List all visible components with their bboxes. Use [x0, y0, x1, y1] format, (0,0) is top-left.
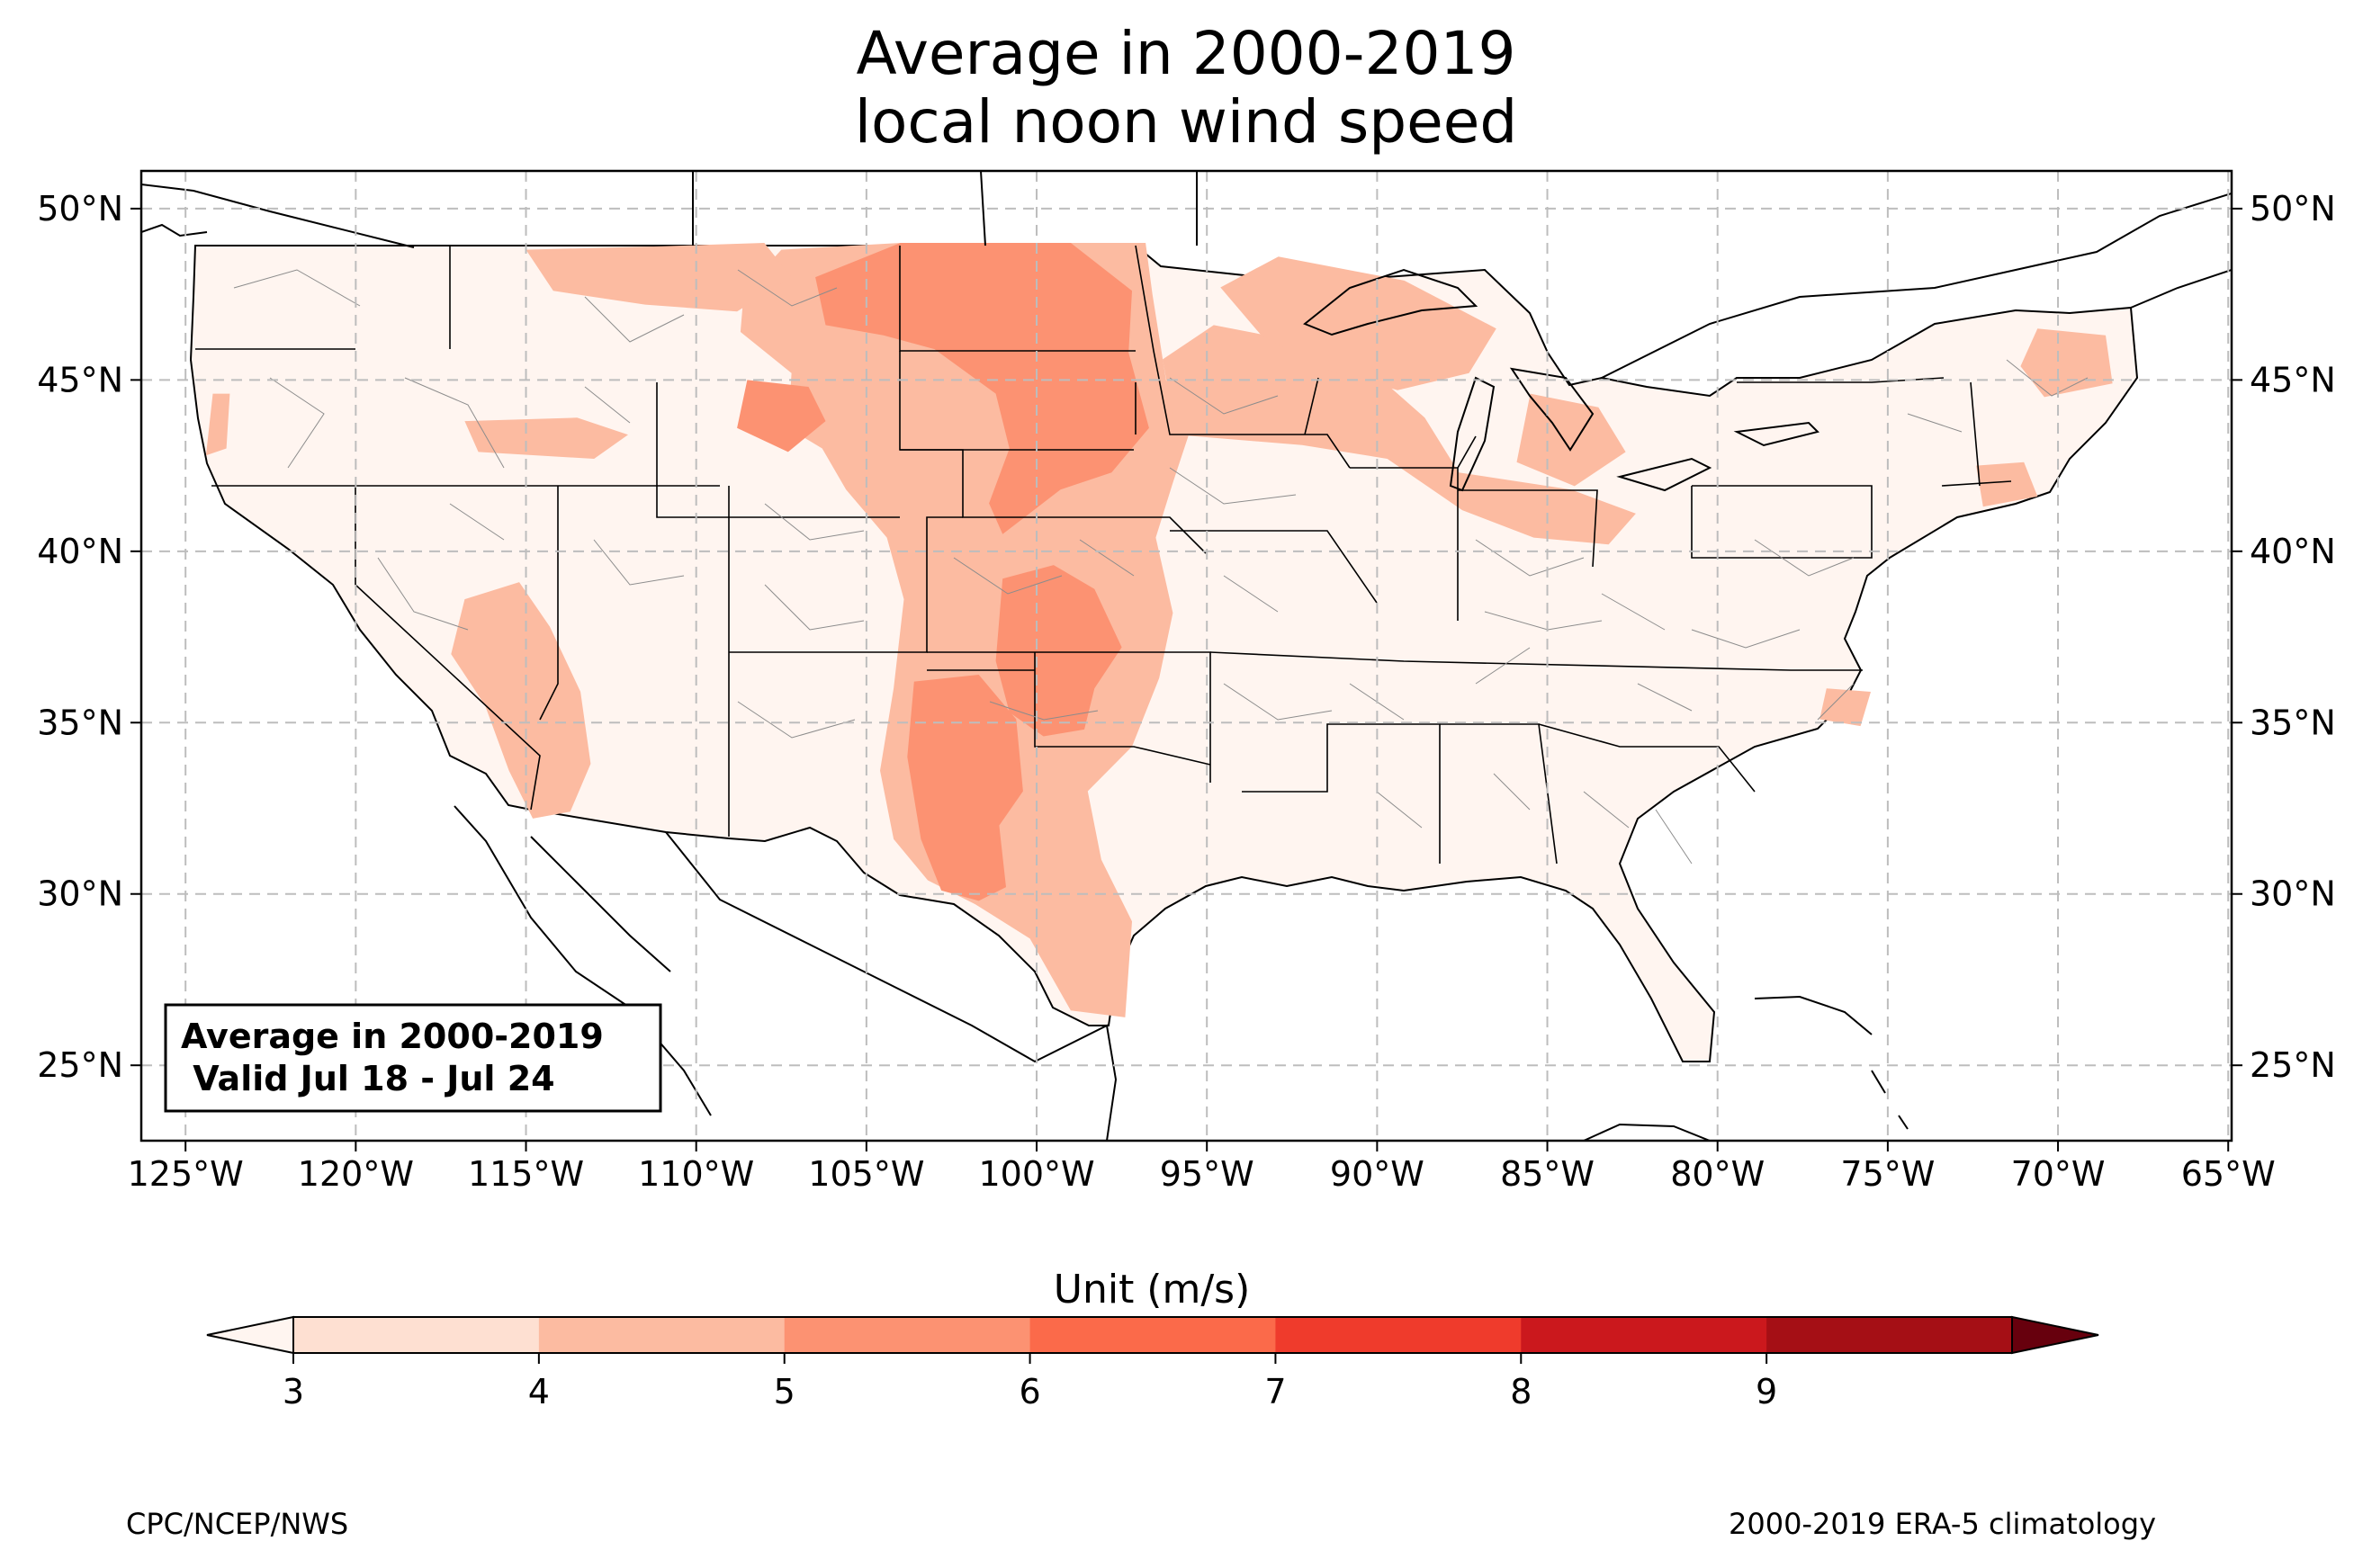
- lat-tick-label-left: 45°N: [37, 360, 123, 399]
- colorbar-swatch: [1766, 1317, 2013, 1353]
- lon-tick-label: 70°W: [2011, 1154, 2106, 1194]
- colorbar-swatch: [1521, 1317, 1767, 1353]
- nova-scotia: [2130, 269, 2232, 309]
- lon-tick-label: 120°W: [298, 1154, 414, 1194]
- lon-tick-label: 75°W: [1840, 1154, 1935, 1194]
- lon-tick-label: 105°W: [808, 1154, 924, 1194]
- title-line-2: local noon wind speed: [855, 87, 1518, 157]
- cuba: [1754, 995, 1873, 1035]
- yucatan-edge: [1583, 1123, 1711, 1141]
- colorbar-title: Unit (m/s): [1054, 1267, 1251, 1313]
- colorbar-tick-label: 8: [1510, 1372, 1532, 1411]
- lat-tick-label-left: 25°N: [37, 1045, 123, 1085]
- lon-tick-label: 95°W: [1160, 1154, 1254, 1194]
- lon-tick-label: 110°W: [638, 1154, 754, 1194]
- lat-tick-label-right: 25°N: [2250, 1045, 2336, 1085]
- wind-region-upper-midwest: [1220, 256, 1496, 390]
- map-gridlines: [141, 171, 2232, 1141]
- map-panel: 125°W 120°W 115°W 110°W 105°W 100°W 95°W 90°W 85…: [37, 169, 2336, 1194]
- colorbar-swatch: [1029, 1317, 1276, 1353]
- wind-region-wyoming-basin: [737, 380, 826, 452]
- colorbar-over-arrow: [2011, 1315, 2099, 1355]
- coastlines: [141, 171, 2232, 1141]
- lat-tick-label-right: 30°N: [2250, 874, 2336, 914]
- wind-region-southern-michigan: [1516, 393, 1626, 487]
- wind-region-carolina-coast: [1819, 688, 1871, 727]
- wind-region-west-coast-oregon: [205, 393, 230, 456]
- colorbar-tick-label: 9: [1756, 1372, 1777, 1411]
- lat-tick-label-left: 50°N: [37, 189, 123, 228]
- info-box-frame: [164, 1003, 662, 1113]
- lat-tick-label-right: 35°N: [2250, 703, 2336, 742]
- colorbar-swatches: 3 4 5 6 7 8 9: [206, 1315, 2099, 1411]
- canada-pacific-coast: [141, 223, 208, 237]
- baja-california: [454, 805, 712, 1116]
- lon-tick-label: 125°W: [128, 1154, 244, 1194]
- lat-tick-label-left: 40°N: [37, 532, 123, 571]
- map-axes: 125°W 120°W 115°W 110°W 105°W 100°W 95°W 90°W 85…: [37, 189, 2336, 1194]
- wind-region-central-plains: [995, 565, 1122, 737]
- colorbar: Unit (m/s) 3 4 5 6 7 8 9: [206, 1267, 2099, 1411]
- colorbar-under-arrow: [206, 1315, 294, 1355]
- lat-tick-label-left: 35°N: [37, 703, 123, 742]
- lat-tick-label-right: 50°N: [2250, 189, 2336, 228]
- colorbar-swatch: [293, 1317, 540, 1353]
- great-lakes-superior: [1303, 268, 1478, 336]
- colorbar-tick-label: 6: [1019, 1372, 1040, 1411]
- info-box-line-1: Average in 2000-2019: [181, 1017, 604, 1056]
- canada-border: [141, 184, 415, 248]
- wind-region-northern-great-plains: [815, 243, 1149, 534]
- mexico-mainland: [665, 831, 1118, 1141]
- footer-source-right: 2000-2019 ERA-5 climatology: [1729, 1507, 2156, 1541]
- map-frame: [139, 169, 2233, 1142]
- colorbar-tick-label: 4: [528, 1372, 550, 1411]
- lat-tick-label-right: 45°N: [2250, 360, 2336, 399]
- lon-tick-label: 65°W: [2181, 1154, 2276, 1194]
- wind-region-southwest-desert: [451, 582, 591, 819]
- colorbar-swatch: [538, 1317, 786, 1353]
- colorbar-tick-label: 3: [283, 1372, 304, 1411]
- lon-tick-label: 80°W: [1670, 1154, 1765, 1194]
- lon-tick-label: 100°W: [978, 1154, 1094, 1194]
- division-lines: [233, 269, 2089, 865]
- lon-tick-label: 85°W: [1500, 1154, 1595, 1194]
- hudson-border-line: [692, 171, 1198, 246]
- wind-region-new-england-coast: [1976, 461, 2038, 507]
- colorbar-swatch: [1275, 1317, 1522, 1353]
- bahamas: [1871, 1070, 1909, 1130]
- wind-region-south-texas-plains: [907, 675, 1023, 901]
- info-box-line-2: Valid Jul 18 - Jul 24: [181, 1059, 555, 1098]
- canada-east: [1601, 193, 2232, 379]
- colorbar-tick-label: 5: [774, 1372, 795, 1411]
- info-box: Average in 2000-2019 Valid Jul 18 - Jul …: [164, 1003, 662, 1113]
- lat-tick-label-left: 30°N: [37, 874, 123, 914]
- title-line-1: Average in 2000-2019: [857, 19, 1516, 88]
- colorbar-frame: [292, 1316, 2013, 1354]
- wind-region-montana-north: [526, 243, 792, 312]
- colorbar-tick-label: 7: [1264, 1372, 1286, 1411]
- lon-tick-label: 90°W: [1330, 1154, 1424, 1194]
- colorbar-swatch: [784, 1317, 1031, 1353]
- great-lakes-erie-ontario: [1616, 421, 1819, 492]
- footer-source-left: CPC/NCEP/NWS: [126, 1507, 348, 1541]
- lon-tick-label: 115°W: [468, 1154, 584, 1194]
- wind-region-idaho-plain: [464, 417, 628, 459]
- lat-tick-label-right: 40°N: [2250, 532, 2336, 571]
- great-lakes-huron: [1509, 367, 1595, 452]
